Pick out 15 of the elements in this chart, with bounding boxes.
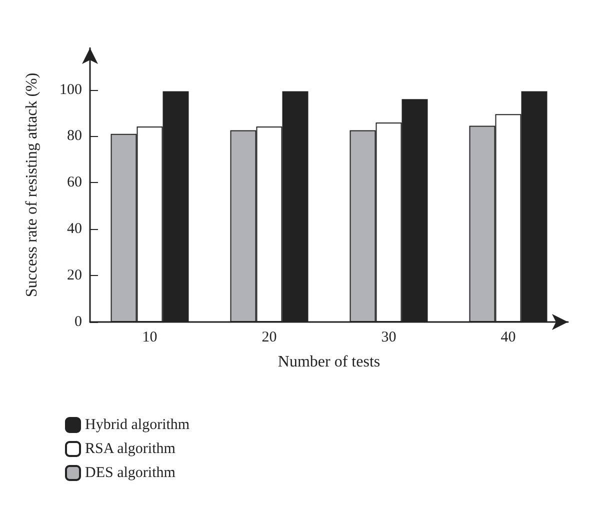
x-tick-label: 20 bbox=[262, 330, 277, 346]
y-tick-label: 0 bbox=[74, 314, 82, 330]
y-tick-label: 20 bbox=[67, 268, 82, 284]
y-tick-label: 60 bbox=[67, 174, 82, 191]
x-tick-label: 40 bbox=[500, 330, 516, 346]
y-axis-title: Success rate of resisting attack (%) bbox=[24, 72, 40, 298]
y-tick-label: 100 bbox=[60, 82, 82, 98]
legend-label: DES algorithm bbox=[85, 465, 176, 481]
legend-label: Hybrid algorithm bbox=[85, 417, 190, 433]
y-tick-label: 40 bbox=[67, 221, 82, 238]
legend-label: RSA algorithm bbox=[85, 441, 176, 457]
x-tick-label: 30 bbox=[381, 330, 396, 346]
x-axis-title: Number of tests bbox=[278, 354, 380, 370]
x-tick-label: 10 bbox=[142, 330, 158, 346]
y-tick-label: 80 bbox=[67, 128, 82, 144]
